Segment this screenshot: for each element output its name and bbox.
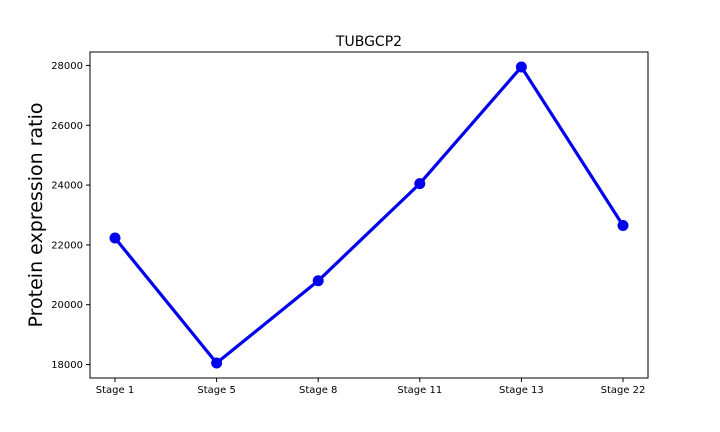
data-point [109,232,121,244]
data-point [211,357,223,369]
x-axis-ticks: Stage 1 Stage 5 Stage 8 Stage 11 Stage 13 Sta… [96,378,646,396]
data-point [617,219,629,231]
x-tick-label: Stage 1 [96,385,134,396]
x-tick-label: Stage 5 [197,385,235,396]
series-line [113,65,625,365]
plot-area-frame [89,51,649,379]
y-tick-label: 18000 [51,360,83,371]
series-layer [109,61,629,369]
y-tick-label: 20000 [51,300,83,311]
y-tick-label: 26000 [51,121,83,132]
data-point [414,178,426,190]
data-point [312,275,324,287]
x-tick-label: Stage 11 [397,385,442,396]
y-tick-label: 28000 [51,61,83,72]
data-point [515,61,527,73]
x-tick-label: Stage 8 [299,385,337,396]
y-tick-label: 22000 [51,240,83,251]
x-tick-label: Stage 22 [601,385,646,396]
chart-title: TUBGCP2 [335,34,402,50]
x-tick-label: Stage 13 [499,385,544,396]
y-tick-label: 24000 [51,181,83,192]
y-axis-ticks: 18000 20000 22000 24000 26000 28000 [51,61,90,371]
y-axis-label: Protein expression ratio [25,103,47,328]
